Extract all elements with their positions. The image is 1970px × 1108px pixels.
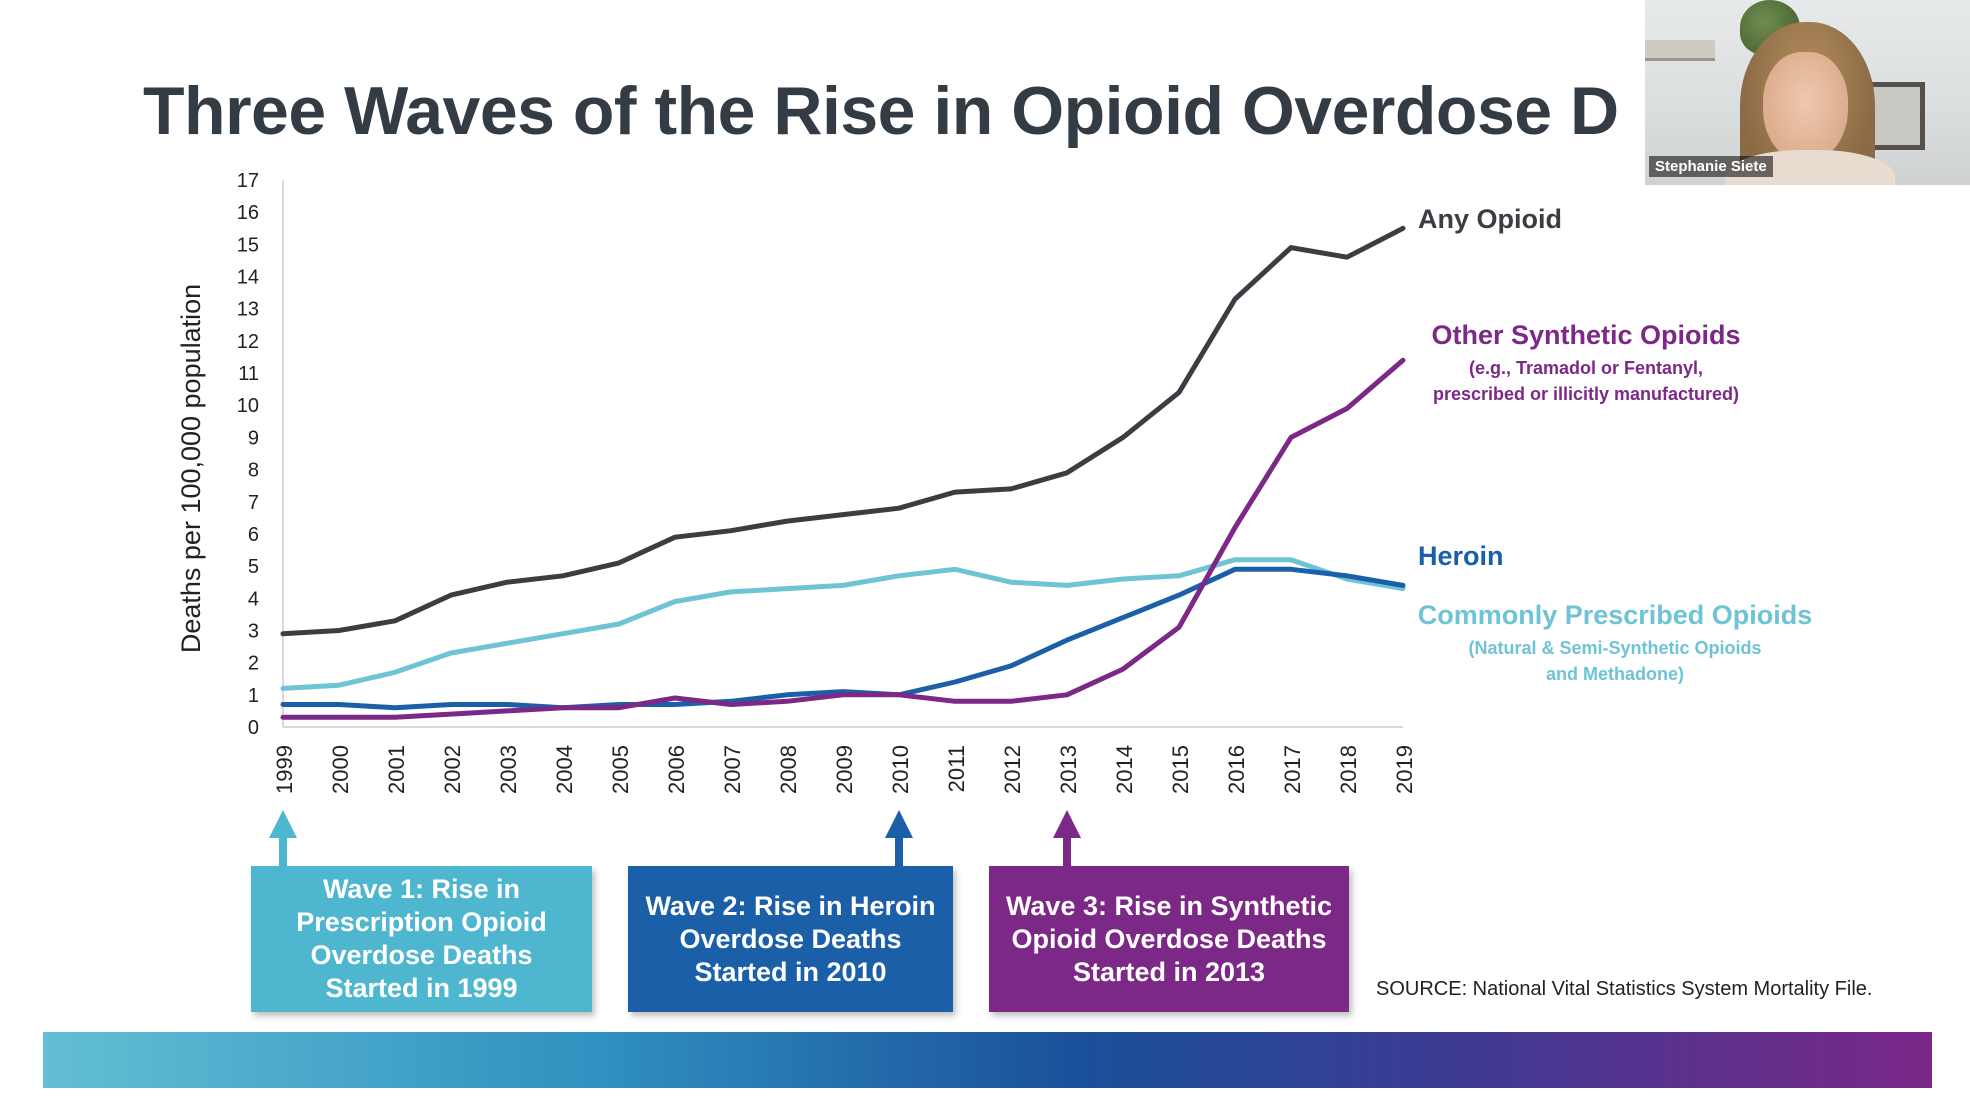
wave-1-arrow-shaft	[279, 830, 287, 866]
x-tick-label: 2007	[720, 745, 745, 794]
y-tick-label: 6	[248, 524, 259, 546]
y-tick-label: 3	[248, 620, 259, 642]
x-tick-label: 2019	[1392, 745, 1417, 794]
participant-face	[1763, 52, 1848, 162]
y-tick-label: 13	[237, 299, 259, 321]
series-line-prescribed	[280, 557, 1406, 691]
x-tick-label: 2017	[1280, 745, 1305, 794]
series-sublabel-prescribed: (Natural & Semi-Synthetic Opioids	[1468, 638, 1761, 658]
x-tick-label: 2003	[496, 745, 521, 794]
x-tick-label: 2008	[776, 745, 801, 794]
y-tick-label: 8	[248, 460, 259, 482]
participant-name-label: Stephanie Siete	[1649, 156, 1773, 177]
x-tick-label: 2000	[328, 745, 353, 794]
series-line-synthetic	[280, 357, 1406, 720]
series-label-synthetic: Other Synthetic Opioids	[1431, 320, 1740, 350]
y-tick-label: 10	[237, 395, 259, 417]
x-tick-label: 2016	[1224, 745, 1249, 794]
x-tick-label: 2004	[552, 745, 577, 794]
series-sublabel-prescribed: and Methadone)	[1546, 664, 1684, 684]
y-tick-label: 0	[248, 717, 259, 739]
x-tick-label: 2009	[832, 745, 857, 794]
y-tick-label: 7	[248, 492, 259, 514]
y-tick-label: 14	[237, 267, 259, 289]
wave-2-arrow-head	[885, 810, 913, 838]
y-tick-label: 5	[248, 556, 259, 578]
x-tick-label: 2011	[944, 745, 969, 792]
y-tick-label: 2	[248, 653, 259, 675]
series-sublabel-synthetic: prescribed or illicitly manufactured)	[1433, 384, 1739, 404]
wave-3-arrow-head	[1053, 810, 1081, 838]
series-label-heroin: Heroin	[1418, 541, 1504, 571]
series-sublabel-synthetic: (e.g., Tramadol or Fentanyl,	[1469, 358, 1703, 378]
wave-1-box: Wave 1: Rise in Prescription Opioid Over…	[251, 866, 592, 1012]
source-note: SOURCE: National Vital Statistics System…	[1376, 978, 1873, 1000]
wave-3-box: Wave 3: Rise in Synthetic Opioid Overdos…	[989, 866, 1349, 1012]
y-tick-label: 9	[248, 427, 259, 449]
x-tick-label: 2012	[1000, 745, 1025, 794]
x-tick-label: 2018	[1336, 745, 1361, 794]
x-tick-label: 2013	[1056, 745, 1081, 794]
background-shelf	[1645, 40, 1715, 61]
y-tick-label: 1	[248, 685, 259, 707]
x-tick-label: 1999	[272, 745, 297, 794]
x-tick-label: 2014	[1112, 745, 1137, 794]
y-tick-label: 11	[238, 363, 259, 385]
x-tick-label: 2005	[608, 745, 633, 794]
webcam-video-tile[interactable]: Stephanie Siete	[1645, 0, 1970, 185]
x-tick-label: 2006	[664, 745, 689, 794]
x-tick-label: 2010	[888, 745, 913, 794]
series-label-prescribed: Commonly Prescribed Opioids	[1418, 600, 1813, 630]
y-tick-label: 12	[237, 331, 259, 353]
y-tick-label: 16	[237, 202, 259, 224]
wave-1-arrow-head	[269, 810, 297, 838]
footer-gradient-bar	[43, 1032, 1932, 1088]
series-line-heroin	[280, 566, 1406, 711]
slide-title: Three Waves of the Rise in Opioid Overdo…	[143, 73, 1619, 149]
y-axis-title: Deaths per 100,000 population	[176, 284, 206, 653]
x-tick-label: 2015	[1168, 745, 1193, 794]
y-tick-label: 17	[237, 170, 259, 192]
series-label-any: Any Opioid	[1418, 204, 1562, 234]
wave-2-box: Wave 2: Rise in Heroin Overdose Deaths S…	[628, 866, 953, 1012]
x-tick-label: 2001	[384, 745, 409, 794]
x-tick-label: 2002	[440, 745, 465, 794]
series-line-any	[280, 225, 1406, 637]
y-tick-label: 15	[237, 234, 259, 256]
y-tick-label: 4	[248, 588, 259, 610]
wave-2-arrow-shaft	[895, 830, 903, 866]
wave-3-arrow-shaft	[1063, 830, 1071, 866]
